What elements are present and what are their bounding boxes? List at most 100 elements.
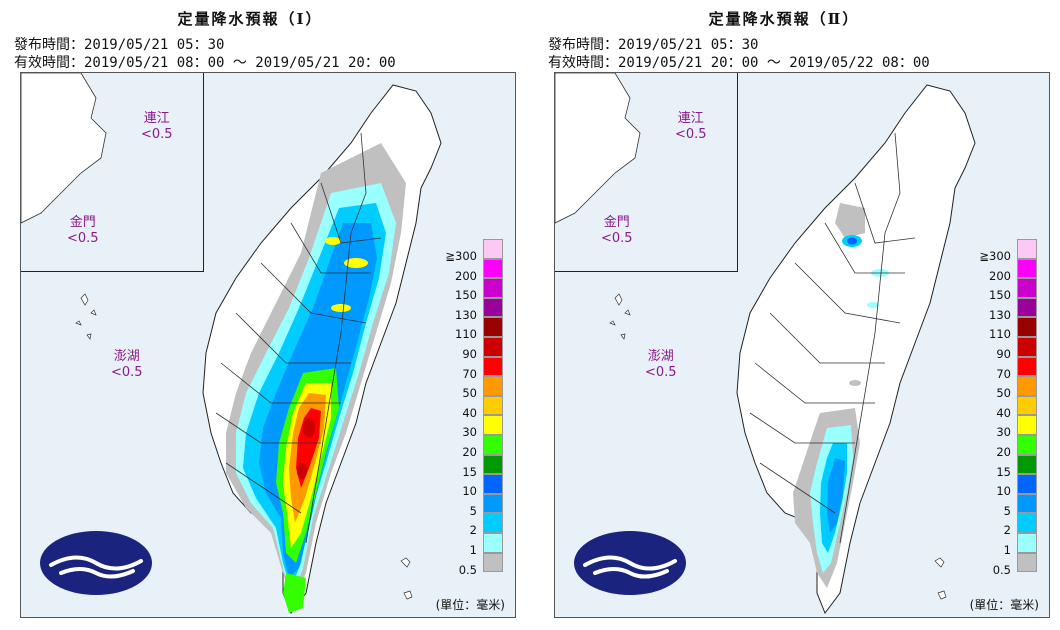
legend-label: 40 [462,405,477,420]
legend-label: 5 [469,503,477,518]
county-lines [749,132,916,544]
legend-swatch [1017,552,1037,573]
legend-label: ≧300 [979,249,1011,263]
legend-label: 70 [996,366,1011,381]
matsu-name: 連江 [143,111,170,126]
panel-forecast-1: 定量降水預報（Ⅰ） 發布時間：2019/05/21 05：30 有效時間：201… [0,0,516,630]
legend-label: 20 [996,445,1011,459]
rain-blue-south [827,458,845,533]
legend-swatch [1017,278,1037,298]
legend-swatch [1017,493,1037,514]
legend-label: 1 [469,543,477,557]
penghu-name: 澎湖 [113,349,140,364]
valid-time: 有效時間：2019/05/21 08：00 〜 2019/05/21 20：00 [14,55,396,71]
legend-swatch [483,474,503,494]
legend-label: 15 [462,464,477,479]
legend-swatch [483,434,503,455]
legend-label: 0.5 [458,562,477,577]
legend-swatch [483,376,503,396]
offshore-inset: 連江 <0.5 金門 <0.5 [555,73,738,272]
legend-label: ≧300 [445,249,477,263]
legend-swatch [1017,395,1037,416]
legend-label: 150 [989,288,1011,303]
cwb-logo-swirl [583,555,677,579]
legend-label: 40 [996,405,1011,420]
legend-label: 90 [996,347,1011,361]
legend-swatch [483,395,503,416]
legend-swatch [1017,454,1037,475]
lanyu [934,557,947,600]
legend-swatch [483,336,503,357]
rainfall-map: 連江 <0.5 金門 <0.5 澎湖 <0.5 ≧300 200 150 130 110… [554,72,1050,618]
legend-label: 10 [462,484,477,499]
taiwan-map-svg [574,84,976,615]
kinmen-label: 金門 <0.5 [601,215,633,247]
legend-label: 70 [462,366,477,381]
penghu-islands [75,293,97,340]
legend-swatch [1017,415,1037,435]
penghu-islands [609,293,631,340]
panel-title: 定量降水預報（Ⅰ） [177,10,323,28]
legend-swatch [1017,336,1037,357]
matsu-label: 連江 <0.5 [675,111,707,143]
kinmen-value: <0.5 [601,231,633,246]
inset-svg [21,73,107,224]
legend-swatch [1017,474,1037,494]
penghu-value: <0.5 [645,365,677,380]
rain-darkred-2 [297,463,307,479]
inset-svg [555,73,641,224]
legend-label: 110 [455,327,477,342]
kinmen-name: 金門 [69,215,96,230]
unit-label: (單位：毫米) [435,598,505,612]
rainfall-map: 連江 <0.5 金門 <0.5 澎湖 <0.5 ≧300 200 150 130 110… [20,72,516,618]
legend-swatch [483,552,503,573]
panel-title: 定量降水預報（Ⅱ） [708,10,860,28]
legend-swatch [1017,434,1037,455]
legend-label: 2 [1003,523,1011,538]
legend-swatch [1017,532,1037,553]
legend-label: 10 [996,484,1011,499]
legend-swatch [483,317,503,337]
kinmen-value: <0.5 [67,231,99,246]
matsu-value: <0.5 [675,127,707,142]
matsu-name: 連江 [677,111,704,126]
unit-label: (單位：毫米) [969,598,1039,612]
legend-label: 130 [455,307,477,322]
county-lines [215,132,382,544]
legend-swatch [483,493,503,514]
legend-label: 2 [469,523,477,538]
legend-swatch [483,239,503,259]
matsu-value: <0.5 [141,127,173,142]
rain-gray-north [835,203,865,238]
legend-swatch [1017,356,1037,377]
legend-swatch [483,454,503,475]
rain-yellow-spot-1 [344,258,368,268]
issue-time: 發布時間：2019/05/21 05：30 [548,37,759,53]
penghu-label: 澎湖 <0.5 [645,349,677,381]
legend-label: 50 [996,386,1011,401]
kinmen-label: 金門 <0.5 [67,215,99,247]
rain-light-spot-2 [867,302,879,308]
legend-label: 130 [989,307,1011,322]
taiwan-land [736,84,976,615]
rain-darkred-1 [303,418,315,438]
matsu-label: 連江 <0.5 [141,111,173,143]
legend-label: 30 [996,425,1011,440]
legend-label: 20 [462,445,477,459]
legend-swatch [483,513,503,533]
legend-swatch [1017,297,1037,318]
rain-gray-spot [849,380,861,386]
legend-swatch [483,278,503,298]
rain-yellow-spot-2 [331,304,351,312]
penghu-name: 澎湖 [647,349,674,364]
legend-swatch [1017,317,1037,337]
cwb-logo-swirl [49,555,143,579]
rainfall-legend: ≧300 200 150 130 110 90 70 50 40 30 20 15 10 5 2 1 0.5 [979,239,1039,577]
legend-swatch [1017,258,1037,279]
legend-swatch [483,415,503,435]
legend-label: 200 [455,268,477,283]
legend-label: 110 [989,327,1011,342]
china-coast [555,73,641,224]
panel-forecast-2: 定量降水預報（Ⅱ） 發布時間：2019/05/21 05：30 有效時間：201… [534,0,1050,630]
legend-swatch [1017,376,1037,396]
